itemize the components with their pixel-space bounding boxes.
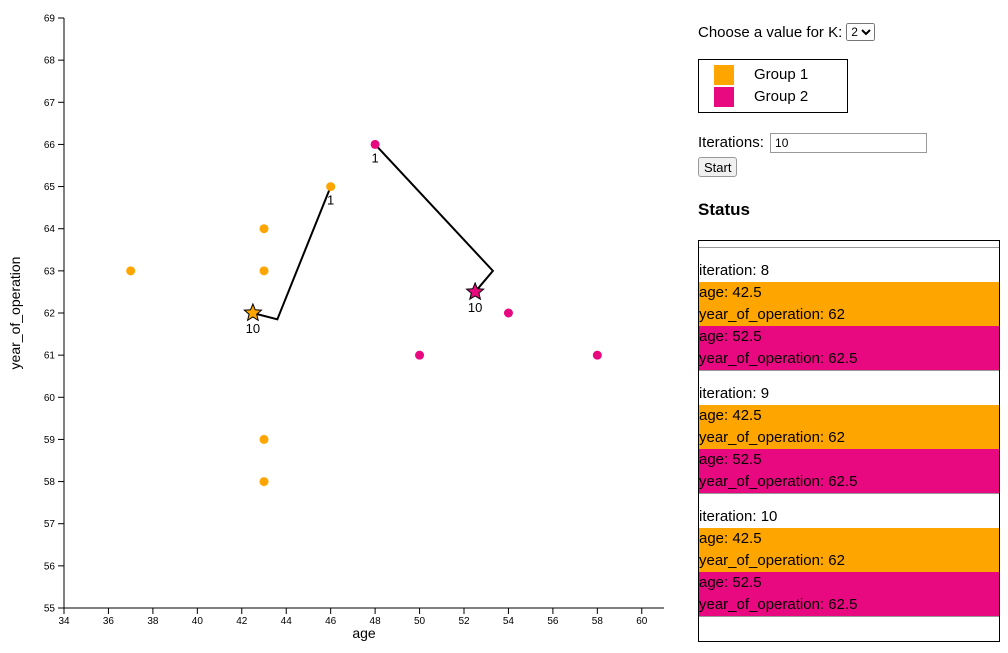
group-1-centroid-age: age: 42.5 [699, 405, 999, 427]
group-2-centroid-year: year_of_operation: 62.5 [699, 594, 999, 616]
group-1-centroid-year: year_of_operation: 62 [699, 550, 999, 572]
y-axis-title: year_of_operation [7, 257, 23, 370]
k-select[interactable]: 2 [846, 23, 876, 41]
legend: Group 1 Group 2 [698, 59, 848, 113]
data-point-group-1 [259, 266, 269, 276]
group-2-centroid-year: year_of_operation: 62.5 [699, 471, 999, 493]
y-tick-label: 60 [44, 393, 56, 404]
data-point-group-2 [503, 308, 513, 318]
x-tick-label: 48 [370, 616, 382, 627]
iterations-input[interactable] [770, 133, 928, 153]
iteration-number: iteration: 8 [699, 262, 770, 279]
x-tick-label: 52 [458, 616, 470, 627]
centroid-star-group-1 [243, 302, 263, 322]
centroid-markers: 10 10 [243, 281, 485, 336]
y-tick-label: 69 [44, 14, 56, 25]
data-point-group-1 [126, 266, 136, 276]
legend-label: Group 1 [754, 66, 809, 83]
group-2-centroid-age: age: 52.5 [699, 449, 999, 471]
y-tick-label: 55 [44, 604, 56, 615]
control-panel: Choose a value for K: 2 Group 1 Group 2 I… [698, 0, 1008, 653]
data-point-group-1 [259, 434, 269, 444]
centroid-start-label: 1 [371, 150, 378, 165]
legend-item-group-2: Group 2 [714, 87, 808, 107]
group-2-centroid-year: year_of_operation: 62.5 [699, 348, 999, 370]
y-tick-label: 56 [44, 561, 56, 572]
legend-label: Group 2 [754, 88, 809, 105]
x-tick-label: 38 [147, 616, 159, 627]
y-tick-label: 67 [44, 98, 56, 109]
y-tick-label: 58 [44, 477, 56, 488]
y-tick-label: 64 [44, 224, 56, 235]
iteration-number: iteration: 10 [699, 508, 778, 525]
y-tick-label: 59 [44, 435, 56, 446]
y-tick-label: 65 [44, 182, 56, 193]
y-tick-label: 68 [44, 56, 56, 67]
iteration-number: iteration: 9 [699, 385, 770, 402]
x-tick-label: 42 [236, 616, 248, 627]
status-log[interactable]: iteration: 8 age: 42.5 year_of_operation… [698, 240, 1000, 642]
y-tick-label: 66 [44, 140, 56, 151]
y-tick-label: 62 [44, 309, 56, 320]
centroid-star-group-2 [465, 281, 485, 301]
iteration-block: iteration: 9 age: 42.5 year_of_operation… [699, 371, 999, 494]
x-tick-label: 40 [192, 616, 204, 627]
centroid-start-label: 1 [327, 193, 334, 208]
y-tick-label: 63 [44, 266, 56, 277]
y-tick-label: 57 [44, 519, 56, 530]
data-point-group-2 [592, 350, 602, 360]
data-point-group-2 [415, 350, 425, 360]
group-2-swatch [714, 87, 734, 107]
x-tick-label: 54 [503, 616, 515, 627]
group-1-centroid-year: year_of_operation: 62 [699, 427, 999, 449]
data-point-group-1 [326, 182, 336, 192]
status-title: Status [698, 200, 750, 219]
x-tick-label: 50 [414, 616, 426, 627]
centroid-path-group-2 [374, 143, 495, 293]
x-axis-title: age [352, 625, 376, 641]
x-tick-label: 56 [547, 616, 559, 627]
legend-item-group-1: Group 1 [714, 65, 808, 85]
k-selector-row: Choose a value for K: 2 [698, 23, 876, 43]
iteration-block: iteration: 8 age: 42.5 year_of_operation… [699, 248, 999, 371]
group-2-centroid-age: age: 52.5 [699, 326, 999, 348]
x-tick-label: 46 [325, 616, 337, 627]
iteration-block: iteration: 10 age: 42.5 year_of_operatio… [699, 494, 999, 617]
status-top-rule [699, 241, 999, 248]
status-bottom-space [699, 617, 999, 625]
data-point-group-1 [259, 477, 269, 487]
x-tick-label: 34 [58, 616, 70, 627]
group-1-centroid-age: age: 42.5 [699, 528, 999, 550]
group-1-centroid-year: year_of_operation: 62 [699, 304, 999, 326]
centroid-path-group-1 [252, 186, 332, 321]
group-2-centroid-age: age: 52.5 [699, 572, 999, 594]
iterations-label: Iterations: [698, 134, 764, 151]
group-1-swatch [714, 65, 734, 85]
y-tick-label: 61 [44, 351, 56, 362]
axes: 34 36 38 40 42 44 46 48 50 52 54 56 58 60 55 56 57 58 59 60… [44, 14, 664, 627]
data-point-group-2 [370, 139, 380, 149]
centroid-paths: 11 [252, 143, 495, 321]
centroid-end-label: 10 [468, 300, 482, 315]
data-points [126, 139, 602, 487]
x-tick-label: 58 [592, 616, 604, 627]
start-button[interactable]: Start [698, 157, 738, 177]
group-1-centroid-age: age: 42.5 [699, 282, 999, 304]
x-tick-label: 60 [636, 616, 648, 627]
centroid-end-label: 10 [246, 321, 260, 336]
kmeans-scatter-plot: 34 36 38 40 42 44 46 48 50 52 54 56 58 60 55 56 57 58 59 60… [7, 14, 664, 641]
x-tick-label: 44 [281, 616, 293, 627]
k-label: Choose a value for K: [698, 24, 843, 41]
data-point-group-1 [259, 224, 269, 234]
x-tick-label: 36 [103, 616, 115, 627]
iterations-row: Iterations: [698, 133, 928, 153]
